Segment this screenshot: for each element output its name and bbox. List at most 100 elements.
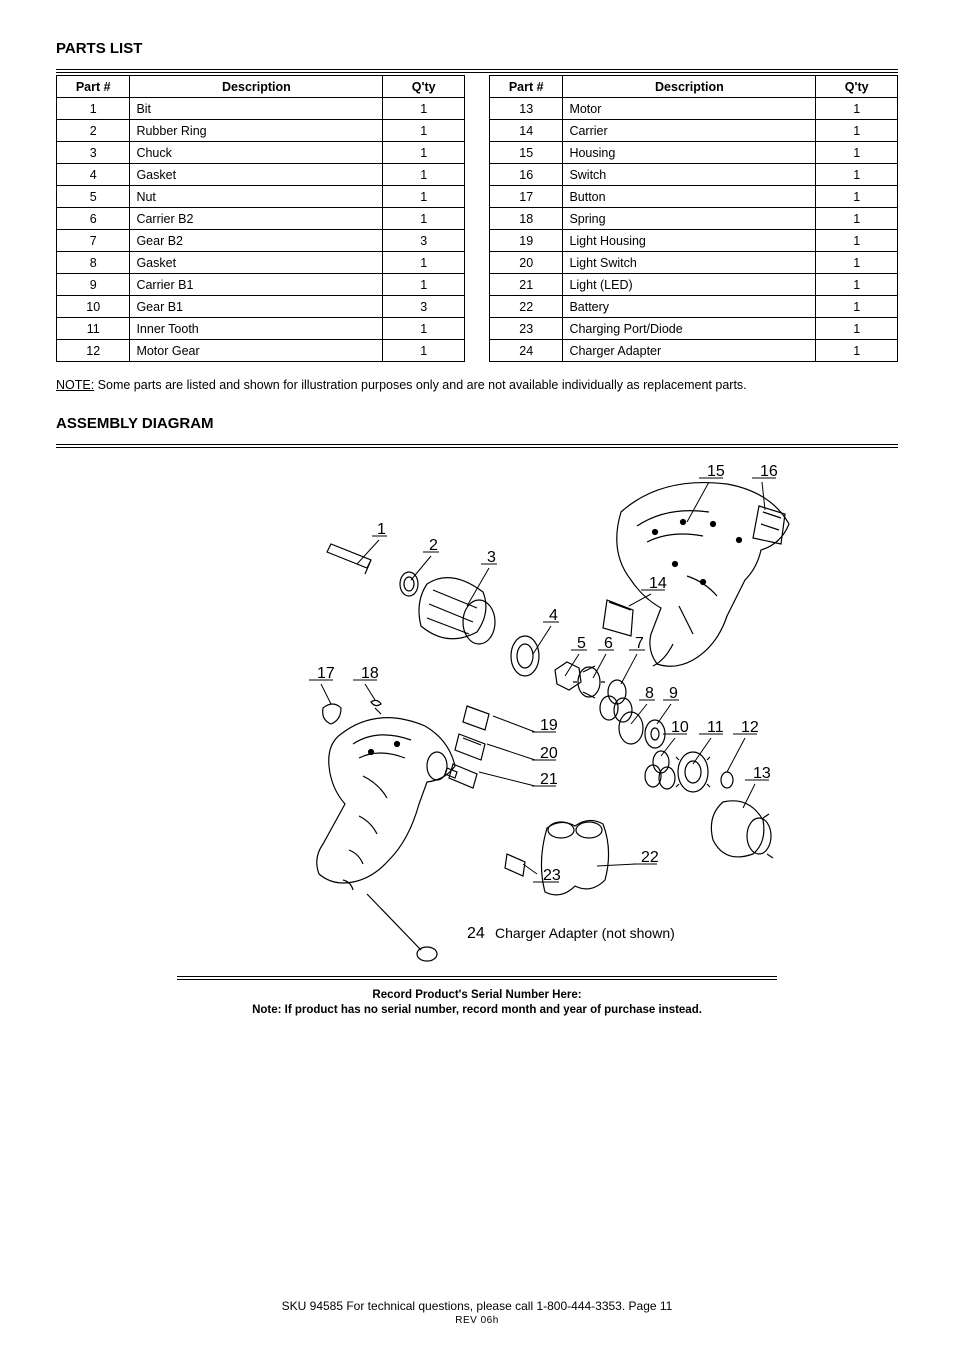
parts-table-right: Part # Description Q'ty 13Motor114Carrie…: [489, 75, 898, 362]
table-row: 10Gear B13: [57, 296, 465, 318]
cell-desc: Chuck: [130, 142, 383, 164]
callout-20: 20: [540, 745, 558, 762]
cell-part: 20: [490, 252, 563, 274]
cell-part: 1: [57, 98, 130, 120]
cell-desc: Battery: [563, 296, 816, 318]
exploded-view-svg: 123456789101112131415161718192021222324C…: [127, 456, 827, 976]
cell-part: 12: [57, 340, 130, 362]
callout-9: 9: [669, 685, 678, 702]
cell-desc: Light Switch: [563, 252, 816, 274]
cell-part: 6: [57, 208, 130, 230]
table-row: 20Light Switch1: [490, 252, 898, 274]
callout-14: 14: [649, 575, 667, 592]
page-footer: SKU 94585 For technical questions, pleas…: [56, 1299, 898, 1326]
caption-line-2: Note: If product has no serial number, r…: [177, 1003, 777, 1019]
table-row: 22Battery1: [490, 296, 898, 318]
cell-qty: 1: [816, 318, 898, 340]
cell-desc: Carrier B1: [130, 274, 383, 296]
callout-12: 12: [741, 719, 759, 736]
cell-qty: 1: [816, 98, 898, 120]
col-desc: Description: [130, 76, 383, 98]
cell-part: 18: [490, 208, 563, 230]
cell-desc: Motor: [563, 98, 816, 120]
cell-qty: 1: [816, 274, 898, 296]
cell-part: 16: [490, 164, 563, 186]
table-row: 1Bit1: [57, 98, 465, 120]
cell-qty: 1: [816, 164, 898, 186]
col-desc: Description: [563, 76, 816, 98]
callout-5: 5: [577, 635, 586, 652]
cell-part: 21: [490, 274, 563, 296]
cell-qty: 1: [816, 252, 898, 274]
table-row: 24Charger Adapter1: [490, 340, 898, 362]
table-row: 21Light (LED)1: [490, 274, 898, 296]
callout-23: 23: [543, 867, 561, 884]
cell-part: 22: [490, 296, 563, 318]
callout-1: 1: [377, 521, 386, 538]
cell-desc: Carrier: [563, 120, 816, 142]
cell-qty: 1: [816, 120, 898, 142]
cell-desc: Nut: [130, 186, 383, 208]
callout-3: 3: [487, 549, 496, 566]
cell-qty: 1: [816, 208, 898, 230]
col-qty: Q'ty: [383, 76, 465, 98]
cell-part: 8: [57, 252, 130, 274]
cell-part: 23: [490, 318, 563, 340]
callout-15: 15: [707, 463, 725, 480]
callout-24-text: Charger Adapter (not shown): [495, 925, 675, 941]
callout-22: 22: [641, 849, 659, 866]
table-row: 8Gasket1: [57, 252, 465, 274]
cell-part: 15: [490, 142, 563, 164]
cell-part: 17: [490, 186, 563, 208]
note-label: NOTE:: [56, 378, 94, 392]
callout-19: 19: [540, 717, 558, 734]
parts-list-heading: PARTS LIST: [56, 40, 898, 73]
cell-part: 7: [57, 230, 130, 252]
callout-18: 18: [361, 665, 379, 682]
table-row: 12Motor Gear1: [57, 340, 465, 362]
table-row: 9Carrier B11: [57, 274, 465, 296]
cell-qty: 1: [383, 142, 465, 164]
cell-part: 14: [490, 120, 563, 142]
col-qty: Q'ty: [816, 76, 898, 98]
cell-desc: Charging Port/Diode: [563, 318, 816, 340]
col-part: Part #: [57, 76, 130, 98]
cell-qty: 1: [383, 208, 465, 230]
table-row: 18Spring1: [490, 208, 898, 230]
callout-13: 13: [753, 765, 771, 782]
cell-desc: Spring: [563, 208, 816, 230]
callout-21: 21: [540, 771, 558, 788]
cell-qty: 3: [383, 296, 465, 318]
cell-part: 13: [490, 98, 563, 120]
callout-7: 7: [635, 635, 644, 652]
note-paragraph: NOTE: Some parts are listed and shown fo…: [56, 376, 898, 395]
cell-desc: Inner Tooth: [130, 318, 383, 340]
callout-2: 2: [429, 537, 438, 554]
cell-part: 19: [490, 230, 563, 252]
cell-desc: Light Housing: [563, 230, 816, 252]
footer-copy: REV 06h: [56, 1315, 898, 1326]
cell-qty: 1: [383, 164, 465, 186]
cell-desc: Gear B2: [130, 230, 383, 252]
table-row: 11Inner Tooth1: [57, 318, 465, 340]
cell-qty: 3: [383, 230, 465, 252]
cell-desc: Motor Gear: [130, 340, 383, 362]
callout-16: 16: [760, 463, 778, 480]
table-row: 3Chuck1: [57, 142, 465, 164]
cell-qty: 1: [816, 296, 898, 318]
callout-10: 10: [671, 719, 689, 736]
table-row: 14Carrier1: [490, 120, 898, 142]
cell-desc: Housing: [563, 142, 816, 164]
cell-desc: Charger Adapter: [563, 340, 816, 362]
cell-qty: 1: [383, 98, 465, 120]
cell-qty: 1: [383, 274, 465, 296]
cell-desc: Switch: [563, 164, 816, 186]
callout-4: 4: [549, 607, 558, 624]
cell-desc: Gasket: [130, 252, 383, 274]
parts-list-heading-text: PARTS LIST: [56, 40, 898, 70]
cell-part: 5: [57, 186, 130, 208]
table-row: 15Housing1: [490, 142, 898, 164]
table-row: 7Gear B23: [57, 230, 465, 252]
table-row: 4Gasket1: [57, 164, 465, 186]
table-row: 19Light Housing1: [490, 230, 898, 252]
